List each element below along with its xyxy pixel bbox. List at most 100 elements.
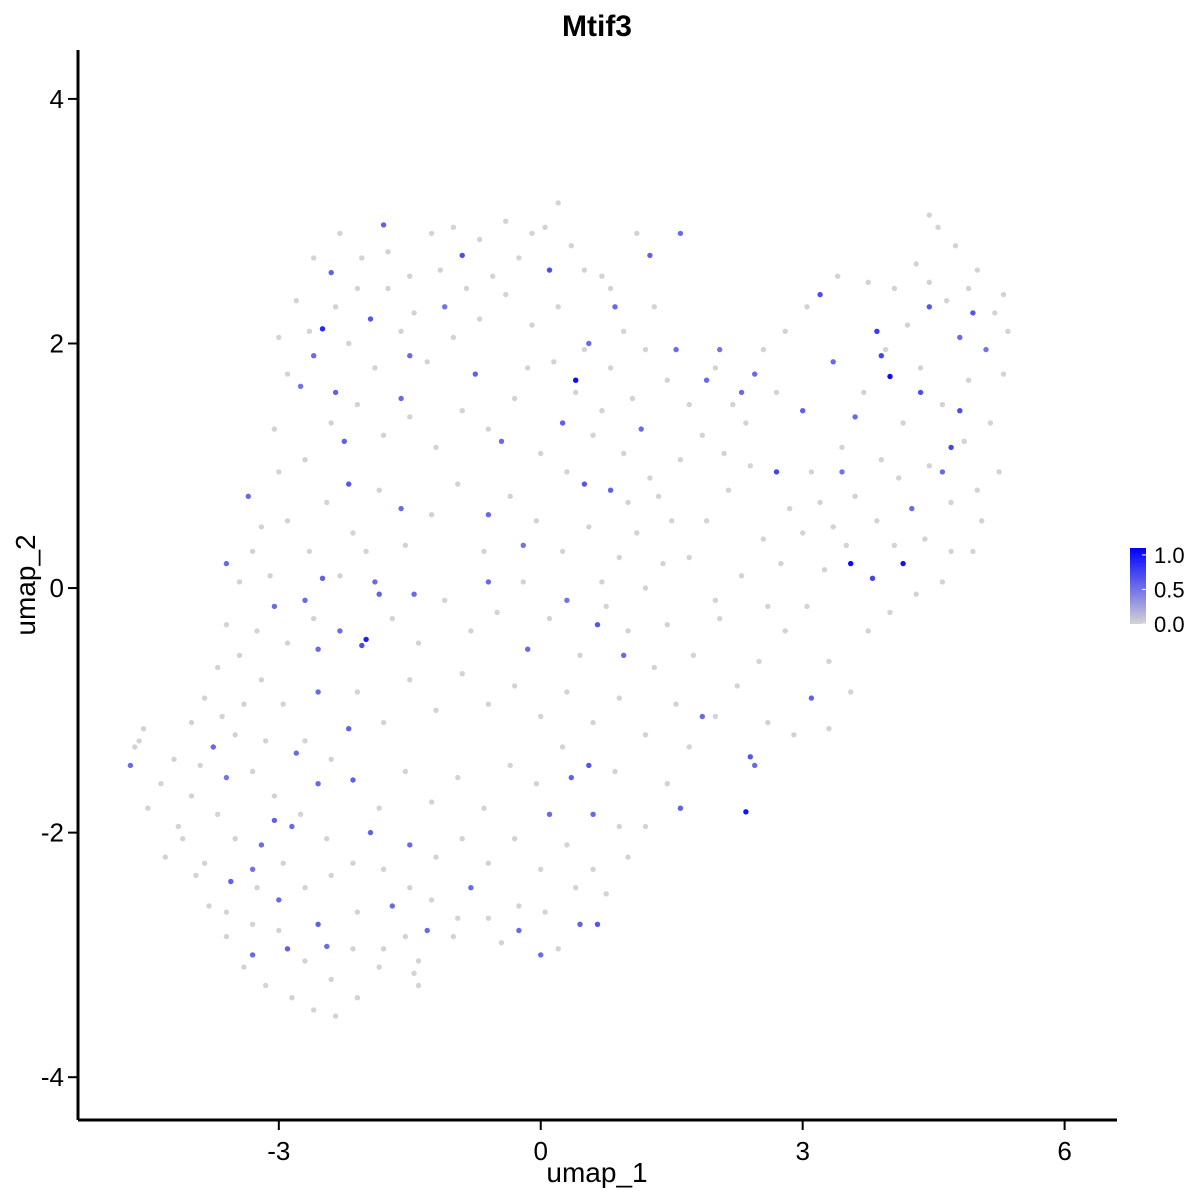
cell-point	[590, 866, 596, 872]
cell-point	[529, 230, 535, 237]
cell-point	[385, 285, 391, 292]
legend-tick-label: 1.0	[1154, 543, 1185, 568]
cell-point	[254, 885, 260, 891]
cell-point	[573, 885, 579, 891]
cell-point	[926, 304, 932, 310]
cell-point	[407, 353, 413, 359]
cell-point	[284, 371, 291, 377]
cell-point	[568, 243, 574, 249]
cell-point	[677, 805, 684, 811]
cell-point	[607, 365, 614, 371]
cell-point	[249, 866, 256, 872]
x-axis-label: umap_1	[546, 1157, 647, 1188]
cell-point	[297, 383, 304, 389]
cell-point	[476, 316, 483, 322]
cell-point	[232, 836, 238, 842]
chart-title: Mtif3	[562, 10, 632, 43]
cell-point	[215, 664, 221, 671]
cell-point	[839, 469, 845, 475]
cell-point	[485, 512, 492, 518]
cell-point	[249, 548, 256, 555]
cell-point	[559, 744, 566, 750]
cell-point	[577, 652, 583, 658]
cell-point	[546, 615, 553, 622]
cell-point	[673, 701, 679, 707]
cell-point	[367, 316, 374, 322]
cell-point	[249, 921, 256, 927]
cell-point	[516, 903, 522, 909]
cell-point	[398, 505, 404, 512]
cell-point	[459, 671, 465, 677]
cell-point	[804, 304, 810, 310]
cell-point	[669, 518, 675, 524]
cell-point	[525, 365, 531, 371]
cell-point	[132, 744, 138, 750]
cell-point	[302, 958, 308, 964]
cell-point	[398, 395, 404, 402]
cell-point	[297, 811, 304, 817]
cell-point	[638, 426, 644, 432]
cell-point	[725, 487, 732, 493]
cell-point	[752, 371, 758, 377]
cell-point	[481, 548, 487, 555]
cell-point	[136, 738, 142, 744]
cell-point	[324, 836, 330, 842]
cell-point	[887, 609, 893, 616]
cell-point	[258, 524, 265, 530]
cell-point	[140, 726, 147, 732]
cell-point	[882, 346, 889, 353]
cell-point	[485, 579, 492, 585]
cell-point	[621, 328, 627, 334]
cell-point	[869, 575, 876, 581]
cell-point	[223, 774, 230, 781]
cell-point	[564, 842, 570, 848]
cell-point	[507, 762, 513, 769]
cell-point	[302, 738, 308, 744]
cell-point	[271, 817, 278, 824]
cell-point	[197, 762, 203, 769]
cell-point	[245, 493, 251, 499]
cell-point	[948, 444, 954, 451]
cell-point	[821, 567, 828, 573]
legend-tick-label: 0.0	[1154, 612, 1185, 637]
cell-point	[328, 976, 334, 983]
cell-point	[782, 328, 788, 334]
cell-point	[385, 249, 391, 255]
cell-point	[878, 457, 884, 463]
cell-point	[215, 811, 221, 817]
cell-point	[538, 450, 544, 457]
cell-point	[677, 230, 684, 237]
cell-point	[485, 701, 492, 707]
scatter-points	[127, 200, 1011, 1019]
color-scale-ticks: 0.0 0.5 1.0	[1142, 543, 1185, 637]
cell-point	[354, 689, 361, 695]
x-tick-label: 6	[1057, 1136, 1071, 1166]
cell-point	[900, 420, 906, 426]
cell-point	[354, 909, 361, 915]
cell-point	[939, 469, 946, 475]
cell-point	[158, 781, 164, 787]
cell-point	[848, 560, 854, 567]
cell-point	[738, 573, 745, 579]
cell-point	[834, 273, 841, 279]
cell-point	[311, 615, 317, 622]
cell-point	[193, 872, 199, 879]
cell-point	[332, 304, 339, 310]
cell-point	[485, 860, 492, 866]
cell-point	[402, 768, 409, 775]
cell-point	[201, 695, 208, 701]
cell-point	[249, 952, 256, 958]
cell-point	[350, 530, 356, 536]
cell-point	[594, 921, 601, 927]
cell-point	[354, 401, 361, 408]
cell-point	[188, 719, 195, 726]
cell-point	[590, 811, 596, 817]
cell-point	[171, 756, 177, 762]
cell-point	[800, 408, 806, 414]
cell-point	[376, 964, 382, 970]
cell-point	[730, 401, 736, 408]
cell-point	[481, 805, 487, 811]
cell-point	[642, 346, 649, 353]
cell-point	[402, 542, 409, 548]
